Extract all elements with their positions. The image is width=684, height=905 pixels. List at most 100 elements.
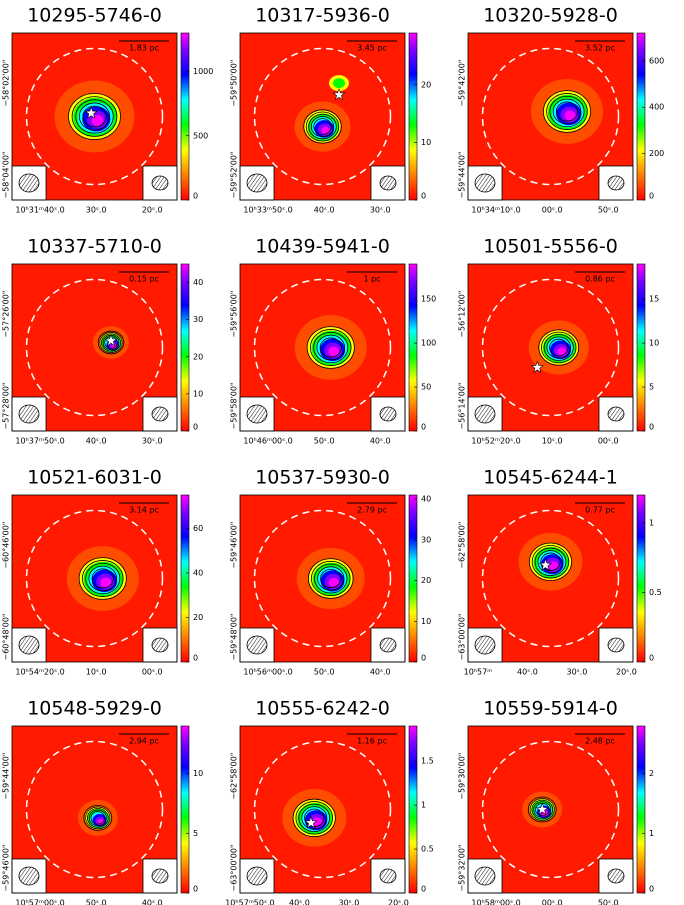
contour xyxy=(87,808,109,828)
beam xyxy=(18,866,40,886)
dec-tick-label: −59°50'00" xyxy=(230,60,239,107)
contour xyxy=(314,563,348,594)
ra-tick-label: 00ˢ.0 xyxy=(598,437,619,446)
dec-tick-label: −57°28'00" xyxy=(2,382,11,429)
contour xyxy=(528,542,573,582)
beam xyxy=(246,866,268,886)
map-frame xyxy=(11,494,178,663)
colorbar-tick-label: 5 xyxy=(649,383,654,392)
map-frame xyxy=(467,725,634,894)
panel-title: 10337-5710-0 xyxy=(27,236,162,258)
contour xyxy=(71,96,118,137)
ra-tick-label: 40ˢ.0 xyxy=(86,437,107,446)
dec-tick-label: −60°46'00" xyxy=(2,522,11,569)
colorbar-tick-label: 0 xyxy=(649,423,654,432)
colorbar-tick-label: 1 xyxy=(649,829,654,838)
colorbar-tick-label: 10 xyxy=(421,617,431,626)
colorbar-tick-label: 20 xyxy=(421,576,431,585)
contour xyxy=(307,558,354,599)
colorbar-tick-label: 0 xyxy=(649,654,654,663)
contour xyxy=(99,332,123,353)
scale-bar-label: 0.15 pc xyxy=(129,275,159,284)
contour xyxy=(305,111,340,142)
dec-tick-label: −63°00'00" xyxy=(458,613,467,660)
colorbar-tick-label: 50 xyxy=(421,383,431,392)
beam xyxy=(151,637,169,653)
colorbar xyxy=(636,494,646,663)
colorbar-tick-label: 0 xyxy=(193,192,198,201)
contour xyxy=(85,806,111,830)
panel-title: 10320-5928-0 xyxy=(483,5,618,27)
panel: 10439-5941-0 1 pc −59°56'00" −59°58'00" 10ʰ4… xyxy=(230,236,437,446)
ra-tick-label: 40ˢ.0 xyxy=(314,206,335,215)
contour xyxy=(88,565,118,592)
ra-tick-label: 10ˢ.0 xyxy=(542,437,563,446)
contour xyxy=(546,93,588,130)
beam xyxy=(379,175,397,191)
panel: 10537-5930-0 2.79 pc −59°46'00" −59°48'00" 1… xyxy=(230,467,432,677)
contour xyxy=(97,330,125,355)
contour xyxy=(308,113,337,140)
contour xyxy=(533,801,552,818)
colorbar-tick-label: 1 xyxy=(421,801,426,810)
colorbar xyxy=(636,32,646,201)
map-frame xyxy=(239,32,406,201)
colorbar xyxy=(180,32,190,201)
beam-circle xyxy=(253,740,392,879)
ra-tick-label: 40ˢ.0 xyxy=(289,899,310,905)
colorbar-tick-label: 40 xyxy=(421,495,431,504)
map-frame xyxy=(467,263,634,432)
colorbar-tick-label: 1 xyxy=(649,518,654,527)
beam xyxy=(607,868,625,884)
beam xyxy=(474,866,496,886)
dec-tick-label: −57°26'00" xyxy=(2,291,11,338)
ra-tick-label: 50ˢ.0 xyxy=(314,437,335,446)
contour xyxy=(543,334,574,361)
beam-circle xyxy=(25,278,164,417)
contour xyxy=(555,101,579,122)
beam-circle xyxy=(25,509,164,648)
colorbar-tick-label: 0 xyxy=(421,192,426,201)
beam xyxy=(151,406,169,422)
beam xyxy=(607,637,625,653)
ra-tick-label: 10ʰ57ᵐ xyxy=(464,668,493,677)
scale-bar-label: 2.94 pc xyxy=(129,737,159,746)
colorbar-tick-label: 30 xyxy=(193,315,203,324)
contour xyxy=(552,98,582,125)
beam xyxy=(379,868,397,884)
contour xyxy=(83,804,113,831)
source-star xyxy=(332,87,346,101)
contour xyxy=(75,99,114,134)
contour xyxy=(303,109,342,144)
source-star xyxy=(535,802,549,816)
contour xyxy=(90,811,106,825)
dec-tick-label: −59°44'00" xyxy=(2,753,11,800)
ra-tick-label: 50ˢ.0 xyxy=(598,206,619,215)
panel: 10545-6244-1 0.77 pc −62°58'00" −63°00'00" 1… xyxy=(458,467,662,677)
beam-circle xyxy=(481,47,620,186)
beam xyxy=(474,173,496,193)
emission-blob xyxy=(328,577,339,588)
colorbar xyxy=(180,494,190,663)
colorbar-tick-label: 0 xyxy=(649,192,654,201)
dec-tick-label: −58°02'00" xyxy=(2,60,11,107)
contour xyxy=(549,338,569,357)
ra-tick-label: 40ˢ.0 xyxy=(370,668,391,677)
beam-circle xyxy=(253,509,392,648)
ra-tick-label: 10ʰ31ᵐ40ˢ.0 xyxy=(15,206,64,215)
beam xyxy=(379,406,397,422)
dec-tick-label: −62°58'00" xyxy=(458,522,467,569)
beam xyxy=(18,173,40,193)
ra-tick-label: 00ˢ.0 xyxy=(542,899,563,905)
colorbar xyxy=(636,725,646,894)
scale-bar-label: 1 pc xyxy=(363,275,380,284)
ra-tick-label: 10ʰ33ᵐ50ˢ.0 xyxy=(243,206,292,215)
colorbar-tick-label: 100 xyxy=(421,339,436,348)
ra-tick-label: 40ˢ.0 xyxy=(517,668,538,677)
ra-tick-label: 20ˢ.0 xyxy=(142,206,163,215)
ra-tick-label: 10ˢ.0 xyxy=(86,668,107,677)
map-frame xyxy=(239,725,406,894)
emission-blob xyxy=(333,78,345,89)
colorbar-tick-label: 500 xyxy=(193,131,208,140)
